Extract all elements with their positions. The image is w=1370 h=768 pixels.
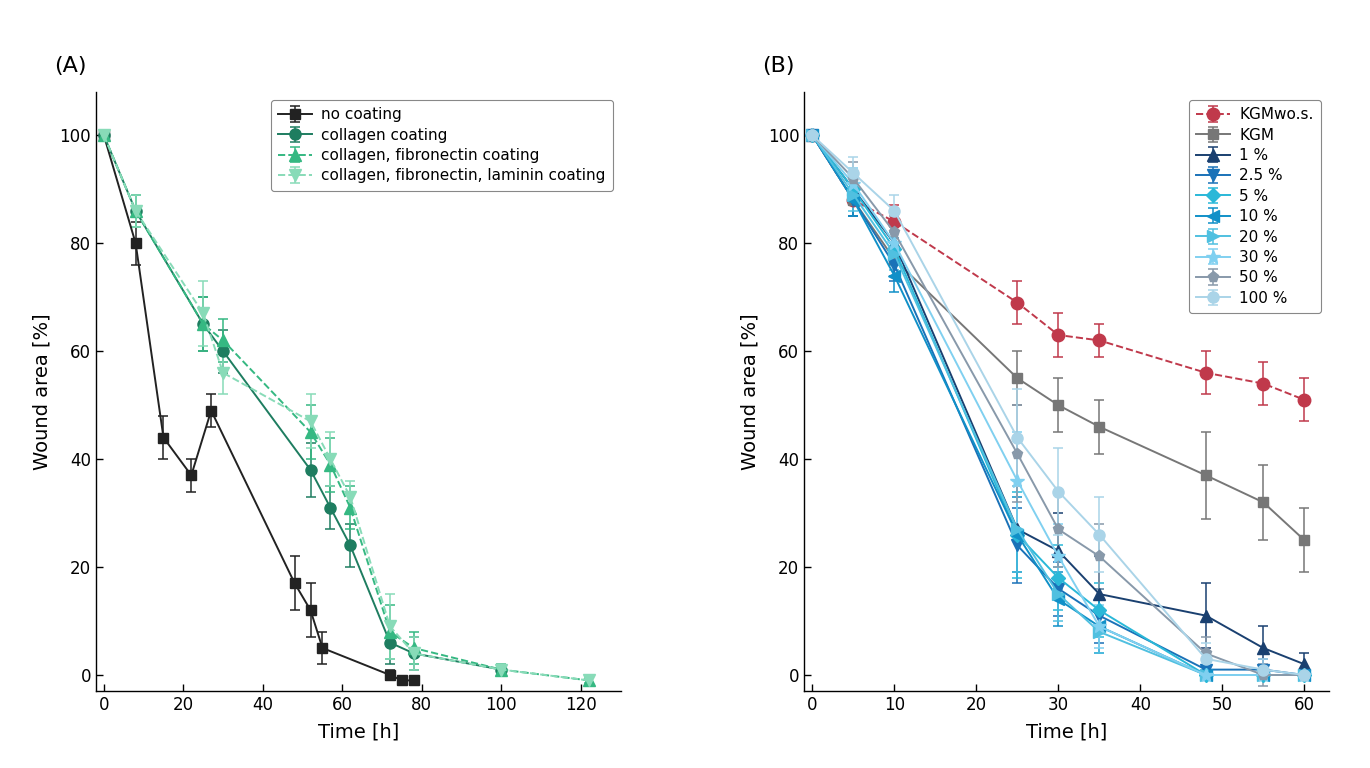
Legend: no coating, collagen coating, collagen, fibronectin coating, collagen, fibronect: no coating, collagen coating, collagen, …: [270, 100, 612, 191]
Y-axis label: Wound area [%]: Wound area [%]: [740, 313, 759, 470]
X-axis label: Time [h]: Time [h]: [318, 723, 399, 741]
Text: (A): (A): [53, 56, 86, 76]
Legend: KGMwo.s., KGM, 1 %, 2.5 %, 5 %, 10 %, 20 %, 30 %, 50 %, 100 %: KGMwo.s., KGM, 1 %, 2.5 %, 5 %, 10 %, 20…: [1189, 100, 1321, 313]
X-axis label: Time [h]: Time [h]: [1026, 723, 1107, 741]
Text: (B): (B): [762, 56, 795, 76]
Y-axis label: Wound area [%]: Wound area [%]: [32, 313, 51, 470]
